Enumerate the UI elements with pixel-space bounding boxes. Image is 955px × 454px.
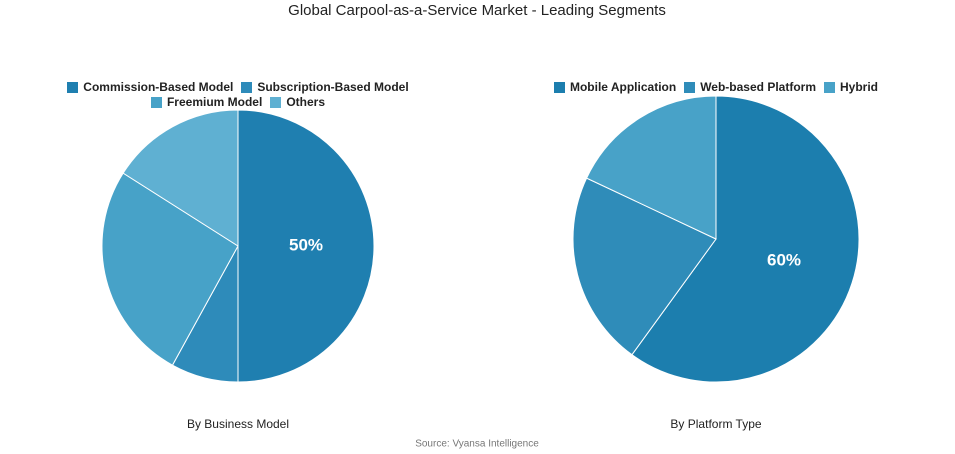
source: Source: Vyansa Intelligence <box>415 439 539 450</box>
legend: Mobile Application Web-based Platform Hybr… <box>486 80 946 94</box>
legend-label: Others <box>286 95 326 109</box>
pie-slice <box>122 109 239 247</box>
legend-swatch <box>684 81 696 93</box>
legend-item: Freemium Model <box>150 95 263 109</box>
legend: Commission-Based Model Subscription-Based… <box>8 80 468 109</box>
legend-swatch <box>824 81 835 93</box>
chart-title: By Business Model <box>187 417 289 431</box>
data-label: 50% <box>289 235 323 254</box>
page-title: Global Carpool-as-a-Service Market - Lea… <box>288 2 666 19</box>
legend-swatch <box>241 81 253 93</box>
legend-label: Subscription-Based Model <box>257 80 409 94</box>
legend-swatch <box>150 96 162 108</box>
data-label: 60% <box>767 251 801 270</box>
legend-item: Subscription-Based Model <box>241 80 409 94</box>
legend-label: Hybrid <box>840 80 879 94</box>
legend-swatch <box>553 81 565 93</box>
pie-slice <box>101 172 239 366</box>
legend-item: Commission-Based Model <box>67 80 233 94</box>
legend-item: Web-based Platform <box>684 80 816 94</box>
pie-slice <box>237 109 375 383</box>
legend-item: Hybrid <box>824 80 878 94</box>
legend-label: Mobile Application <box>569 80 677 94</box>
pie-slice <box>585 95 717 240</box>
legend-item: Others <box>270 95 325 109</box>
pie-slice <box>631 95 860 383</box>
legend-label: Commission-Based Model <box>83 80 234 94</box>
legend-label: Freemium Model <box>166 95 263 109</box>
legend-swatch <box>270 96 282 108</box>
legend-swatch <box>67 81 79 93</box>
chart-title: By Platform Type <box>670 417 761 431</box>
legend-item: Mobile Application <box>553 80 677 94</box>
legend-label: Web-based Platform <box>700 80 816 94</box>
